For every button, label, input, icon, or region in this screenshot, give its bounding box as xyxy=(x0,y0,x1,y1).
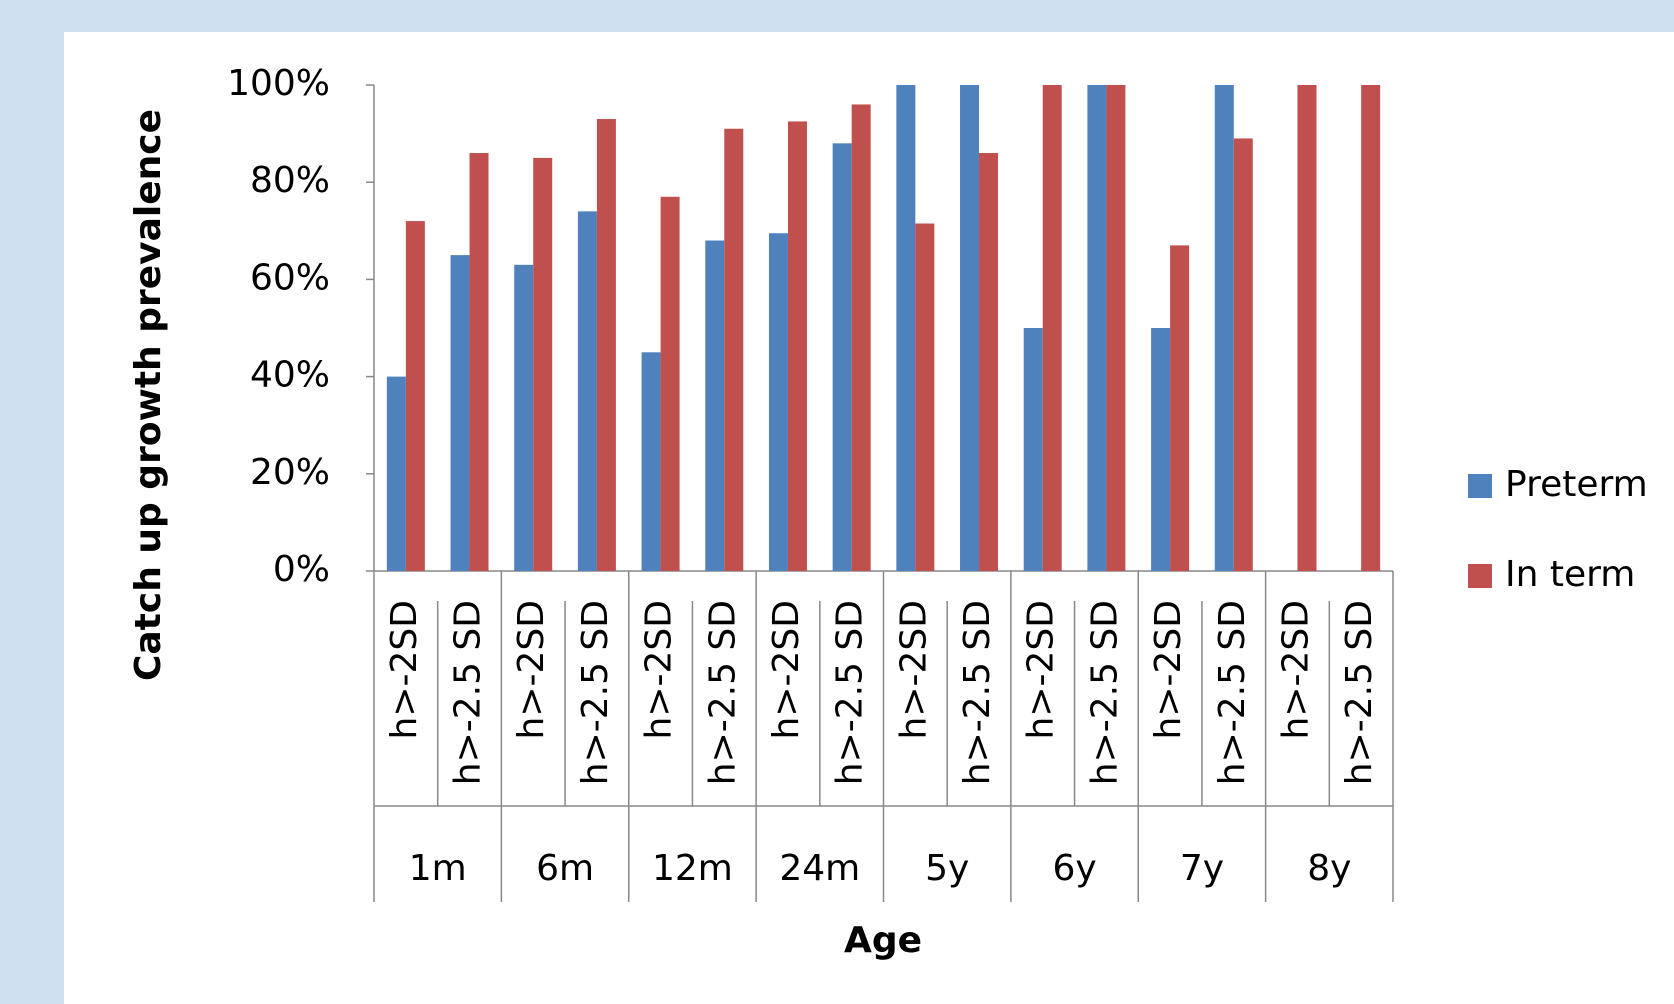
y-tick-label: 60% xyxy=(250,257,330,298)
x-axis-title: Age xyxy=(844,920,922,961)
bar xyxy=(1233,138,1253,571)
bar xyxy=(577,211,597,572)
x-tick-label: h>-2.5 SD xyxy=(702,600,743,785)
bar xyxy=(1042,85,1062,571)
y-axis-title: Catch up growth prevalence xyxy=(128,109,169,681)
group-label: 1m xyxy=(409,848,467,889)
x-tick-label: h>-2.5 SD xyxy=(1212,600,1253,785)
x-tick-label: h>-2SD xyxy=(511,600,552,739)
x-tick-label: h>-2.5 SD xyxy=(575,600,616,785)
y-tick-label: 0% xyxy=(273,549,330,590)
group-label: 7y xyxy=(1180,848,1224,889)
bar xyxy=(1106,85,1126,571)
bar xyxy=(1214,85,1234,571)
x-tick-label: h>-2.5 SD xyxy=(1084,600,1125,785)
group-label: 6y xyxy=(1052,848,1096,889)
bar xyxy=(405,221,425,571)
x-tick-label: h>-2SD xyxy=(384,600,425,739)
x-tick-label: h>-2SD xyxy=(766,600,807,739)
y-tick-label: 40% xyxy=(250,355,330,396)
bar xyxy=(660,196,680,571)
bar xyxy=(724,128,744,572)
y-tick-label: 80% xyxy=(250,160,330,201)
bar xyxy=(1151,328,1171,571)
group-label: 5y xyxy=(925,848,969,889)
bar xyxy=(1087,85,1107,571)
bar xyxy=(768,233,788,572)
bar xyxy=(896,85,916,571)
group-label: 8y xyxy=(1307,848,1351,889)
bar xyxy=(705,240,725,571)
bar xyxy=(787,121,807,571)
bar xyxy=(641,352,661,571)
x-tick-label: h>-2SD xyxy=(1021,600,1062,739)
x-tick-label: h>-2SD xyxy=(1148,600,1189,739)
legend-swatch xyxy=(1468,474,1492,498)
legend-label: Preterm xyxy=(1505,464,1648,505)
bar xyxy=(1297,85,1317,571)
bar xyxy=(851,104,871,571)
bar xyxy=(832,143,852,571)
bar xyxy=(1170,245,1190,571)
bar xyxy=(979,153,999,572)
group-label: 24m xyxy=(779,848,860,889)
bar xyxy=(386,376,406,571)
bar xyxy=(915,223,935,571)
x-tick-label: h>-2.5 SD xyxy=(448,600,489,785)
x-tick-label: h>-2.5 SD xyxy=(957,600,998,785)
bar xyxy=(469,153,489,572)
group-label: 6m xyxy=(536,848,594,889)
bar xyxy=(1361,85,1381,571)
bar xyxy=(1023,328,1043,571)
bar xyxy=(450,255,470,571)
legend-label: In term xyxy=(1505,554,1635,595)
bar xyxy=(514,264,534,571)
x-tick-label: h>-2SD xyxy=(639,600,680,739)
x-tick-label: h>-2.5 SD xyxy=(1339,600,1380,785)
y-tick-label: 20% xyxy=(250,452,330,493)
legend-swatch xyxy=(1468,564,1492,588)
group-label: 12m xyxy=(652,848,733,889)
x-tick-label: h>-2.5 SD xyxy=(830,600,871,785)
bar xyxy=(596,119,616,572)
bar xyxy=(533,157,553,571)
y-tick-label: 100% xyxy=(227,63,330,104)
x-tick-label: h>-2SD xyxy=(1275,600,1316,739)
x-tick-label: h>-2SD xyxy=(893,600,934,739)
bar xyxy=(960,85,980,571)
